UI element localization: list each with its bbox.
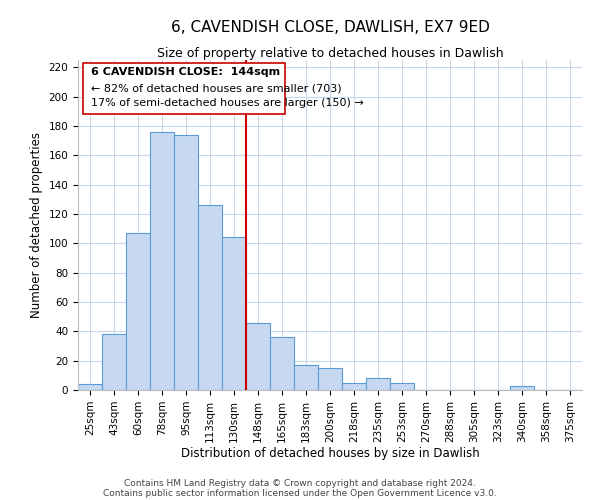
Text: 6, CAVENDISH CLOSE, DAWLISH, EX7 9ED: 6, CAVENDISH CLOSE, DAWLISH, EX7 9ED (170, 20, 490, 35)
Bar (246, 322, 270, 390)
Bar (342, 382, 366, 390)
Text: 17% of semi-detached houses are larger (150) →: 17% of semi-detached houses are larger (… (91, 98, 364, 108)
Text: Contains public sector information licensed under the Open Government Licence v3: Contains public sector information licen… (103, 488, 497, 498)
Bar (198, 205, 222, 390)
Text: Size of property relative to detached houses in Dawlish: Size of property relative to detached ho… (157, 48, 503, 60)
Bar (366, 378, 390, 390)
Bar (150, 132, 174, 390)
Text: 6 CAVENDISH CLOSE:  144sqm: 6 CAVENDISH CLOSE: 144sqm (91, 66, 280, 76)
Bar (318, 368, 342, 390)
X-axis label: Distribution of detached houses by size in Dawlish: Distribution of detached houses by size … (181, 448, 479, 460)
Text: Contains HM Land Registry data © Crown copyright and database right 2024.: Contains HM Land Registry data © Crown c… (124, 478, 476, 488)
Bar (174, 135, 198, 390)
Bar (270, 337, 294, 390)
Bar (102, 334, 126, 390)
FancyBboxPatch shape (83, 64, 284, 114)
Bar (78, 384, 102, 390)
Bar (126, 233, 150, 390)
Bar (294, 365, 318, 390)
Bar (390, 382, 414, 390)
Y-axis label: Number of detached properties: Number of detached properties (30, 132, 43, 318)
Bar (510, 386, 534, 390)
Text: ← 82% of detached houses are smaller (703): ← 82% of detached houses are smaller (70… (91, 83, 341, 93)
Bar (222, 238, 246, 390)
